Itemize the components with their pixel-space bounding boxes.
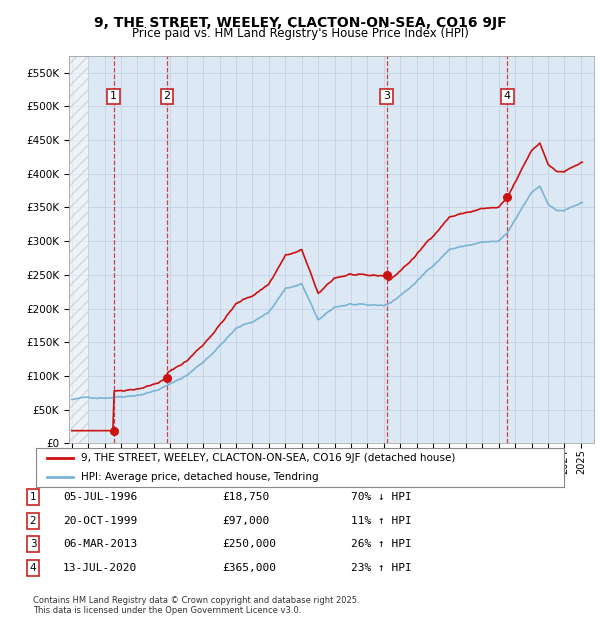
Text: 70% ↓ HPI: 70% ↓ HPI [351,492,412,502]
Text: 4: 4 [29,563,37,573]
Bar [69,56,88,443]
Text: £250,000: £250,000 [222,539,276,549]
Text: 23% ↑ HPI: 23% ↑ HPI [351,563,412,573]
Text: 11% ↑ HPI: 11% ↑ HPI [351,516,412,526]
Text: 20-OCT-1999: 20-OCT-1999 [63,516,137,526]
Text: £18,750: £18,750 [222,492,269,502]
Text: £97,000: £97,000 [222,516,269,526]
Text: 2: 2 [29,516,37,526]
Text: 1: 1 [29,492,37,502]
Text: 1: 1 [110,92,117,102]
Text: 3: 3 [383,92,390,102]
Text: Price paid vs. HM Land Registry's House Price Index (HPI): Price paid vs. HM Land Registry's House … [131,27,469,40]
Text: Contains HM Land Registry data © Crown copyright and database right 2025.
This d: Contains HM Land Registry data © Crown c… [33,596,359,615]
Text: 05-JUL-1996: 05-JUL-1996 [63,492,137,502]
Text: 26% ↑ HPI: 26% ↑ HPI [351,539,412,549]
Text: 9, THE STREET, WEELEY, CLACTON-ON-SEA, CO16 9JF: 9, THE STREET, WEELEY, CLACTON-ON-SEA, C… [94,16,506,30]
Text: £365,000: £365,000 [222,563,276,573]
Text: 3: 3 [29,539,37,549]
Text: 9, THE STREET, WEELEY, CLACTON-ON-SEA, CO16 9JF (detached house): 9, THE STREET, WEELEY, CLACTON-ON-SEA, C… [81,453,455,463]
Text: 06-MAR-2013: 06-MAR-2013 [63,539,137,549]
Text: HPI: Average price, detached house, Tendring: HPI: Average price, detached house, Tend… [81,472,319,482]
Text: 4: 4 [504,92,511,102]
Text: 13-JUL-2020: 13-JUL-2020 [63,563,137,573]
Text: 2: 2 [163,92,170,102]
